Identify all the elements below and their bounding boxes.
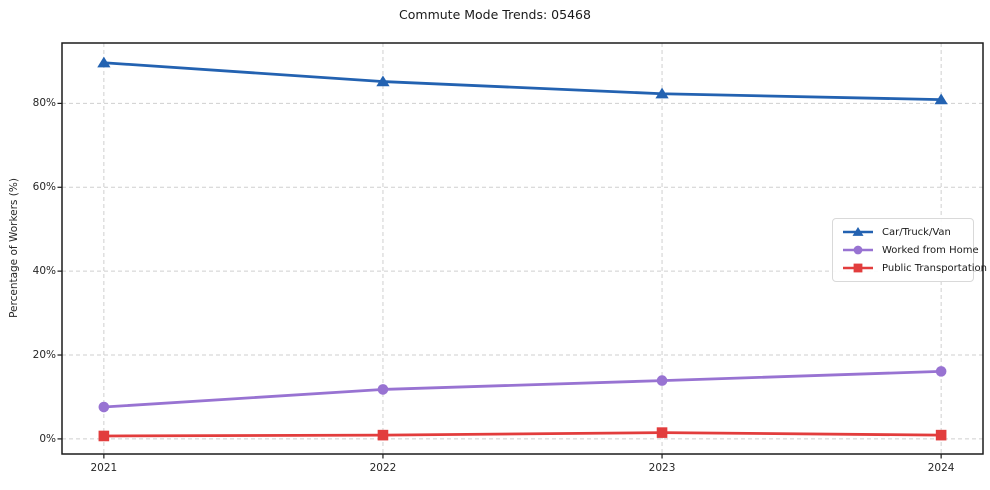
circle-marker — [98, 401, 110, 413]
triangle-marker — [852, 226, 864, 236]
legend-item: Worked from Home — [841, 242, 979, 258]
circle-marker — [656, 375, 668, 386]
series-public-transportation — [98, 427, 947, 442]
legend-item: Car/Truck/Van — [841, 224, 965, 240]
square-marker — [377, 429, 389, 441]
series-line — [102, 61, 943, 102]
y-tick-label: 20% — [32, 349, 56, 362]
legend: Car/Truck/Van Worked from Home Public Tran… — [832, 218, 987, 282]
plot-border — [61, 42, 984, 455]
legend-label: Car/Truck/Van — [882, 226, 951, 238]
series-line — [102, 431, 943, 438]
x-tick-label: 2021 — [90, 462, 118, 474]
x-tick-label: 2024 — [927, 462, 955, 474]
square-legend-swatch — [843, 263, 873, 273]
triangle-marker — [376, 75, 390, 87]
y-tick-label: 60% — [32, 181, 56, 194]
legend-label: Public Transportation — [882, 262, 987, 274]
series-car-truck-van — [97, 56, 948, 105]
square-marker — [98, 430, 110, 442]
triangle-marker — [934, 93, 948, 105]
x-tick-label: 2022 — [369, 462, 397, 474]
square-marker — [656, 427, 668, 438]
triangle-marker — [655, 87, 669, 99]
triangle-legend-swatch — [843, 226, 873, 236]
circle-marker — [853, 245, 863, 255]
series-line — [102, 369, 943, 409]
square-marker — [853, 263, 863, 273]
triangle-marker — [97, 56, 111, 68]
circle-legend-swatch — [843, 245, 873, 255]
y-tick-label: 80% — [32, 97, 56, 110]
legend-label: Worked from Home — [882, 244, 979, 256]
y-tick-label: 0% — [39, 432, 56, 445]
square-marker — [935, 429, 947, 441]
series-worked-from-home — [98, 366, 947, 413]
x-tick-label: 2023 — [648, 462, 676, 474]
circle-marker — [377, 384, 389, 395]
legend-item: Public Transportation — [841, 260, 987, 276]
circle-marker — [935, 366, 947, 377]
chart-title: Commute Mode Trends: 05468 — [399, 7, 591, 22]
y-tick-label: 40% — [32, 265, 56, 278]
